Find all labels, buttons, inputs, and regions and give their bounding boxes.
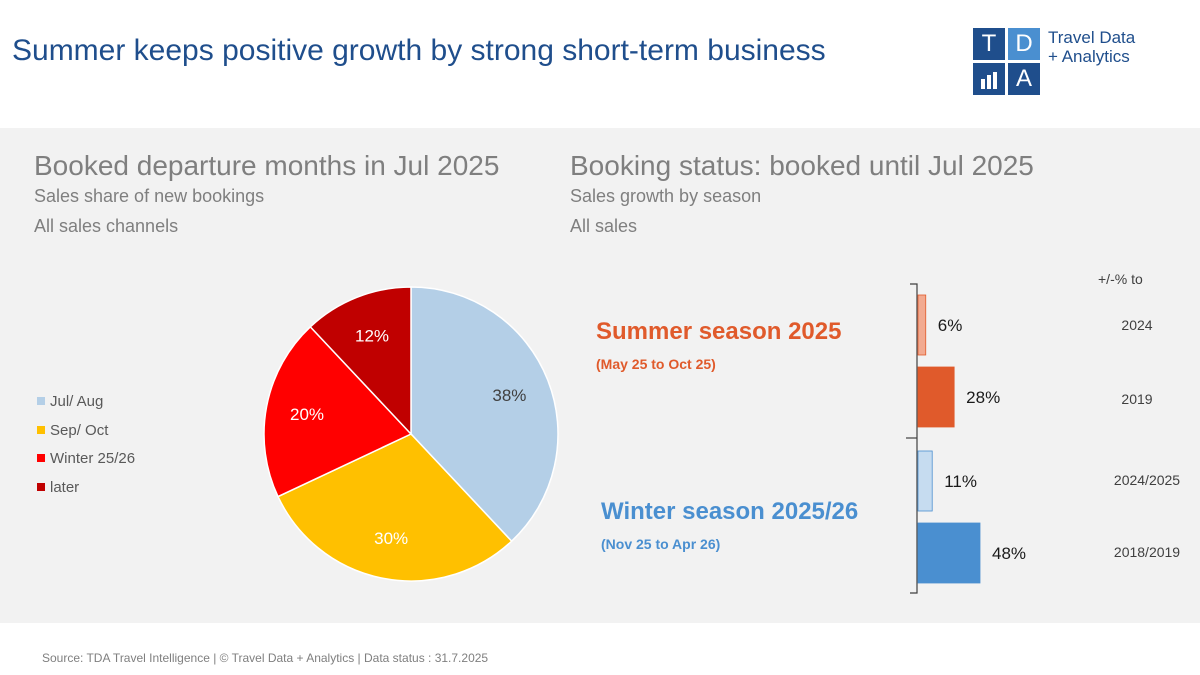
left-chart-subtitle: Sales share of new bookings — [34, 186, 265, 206]
right-chart-heading: Booking status: booked until Jul 2025 — [570, 150, 1034, 181]
bar-label-2019: 28% — [966, 388, 1000, 407]
pie-slice-sep-oct — [276, 433, 513, 582]
compare-label-2024: 2024 — [1121, 317, 1153, 333]
winter-season-range: (Nov 25 to Apr 26) — [601, 536, 721, 552]
logo-cell-d: D — [1008, 28, 1040, 60]
left-chart-scope: All sales channels — [34, 216, 179, 236]
header: Summer keeps positive growth by strong s… — [0, 0, 1200, 128]
compare-label-2019: 2019 — [1121, 391, 1153, 407]
legend-swatch — [37, 483, 45, 492]
right-chart-subtitle: Sales growth by season — [570, 186, 762, 206]
bar-2019 — [917, 366, 955, 428]
pie-label-later: 12% — [355, 327, 389, 346]
page-title: Summer keeps positive growth by strong s… — [12, 34, 826, 67]
pie-label-jul-aug: 38% — [492, 386, 526, 405]
summer-season-range: (May 25 to Oct 25) — [596, 356, 716, 372]
bar-label-2024-2025: 11% — [944, 472, 977, 491]
tda-logo: T D A — [973, 28, 1040, 95]
legend-swatch — [37, 454, 45, 463]
legend-label: later — [50, 479, 80, 496]
pie-label-winter: 20% — [290, 405, 324, 424]
compare-header: +/-% to — [1098, 271, 1143, 287]
legend-label: Jul/ Aug — [50, 393, 104, 410]
legend-item-winter: Winter 25/26 — [37, 450, 135, 467]
pie-label-sep-oct: 30% — [374, 529, 408, 548]
bar-2024-2025 — [917, 450, 933, 512]
content-panel — [0, 128, 1200, 623]
bar-label-2024: 6% — [938, 316, 963, 335]
bar-chart-icon — [981, 72, 997, 89]
pie-slice-later — [309, 286, 412, 436]
bar-2018-2019 — [917, 522, 981, 584]
legend-swatch — [37, 426, 45, 435]
bar-label-2018-2019: 48% — [992, 544, 1026, 563]
footer-source: Source: TDA Travel Intelligence | © Trav… — [42, 651, 489, 665]
left-chart-heading: Booked departure months in Jul 2025 — [34, 150, 500, 181]
legend-item-jul-aug: Jul/ Aug — [37, 393, 103, 410]
compare-label-2024-2025: 2024/2025 — [1113, 472, 1181, 488]
legend-label: Sep/ Oct — [50, 422, 109, 439]
logo-text-line1: Travel Data — [1048, 28, 1136, 47]
legend-label: Winter 25/26 — [50, 450, 136, 467]
pie-slice-jul-aug — [410, 286, 559, 543]
pie-slice-winter — [263, 325, 413, 498]
legend-item-sep-oct: Sep/ Oct — [37, 422, 108, 439]
logo-text: Travel Data + Analytics — [1048, 28, 1135, 66]
logo-cell-bars — [973, 63, 1005, 95]
logo-cell-t: T — [973, 28, 1005, 60]
right-chart-scope: All sales — [570, 216, 638, 236]
compare-label-2018-2019: 2018/2019 — [1113, 544, 1181, 560]
legend-item-later: later — [37, 479, 79, 496]
logo-cell-a: A — [1008, 63, 1040, 95]
summer-season-label: Summer season 2025 — [596, 318, 842, 345]
bar-2024 — [917, 294, 927, 356]
winter-season-label: Winter season 2025/26 — [601, 498, 859, 525]
legend-swatch — [37, 397, 45, 406]
logo-text-line2: + Analytics — [1048, 47, 1130, 66]
